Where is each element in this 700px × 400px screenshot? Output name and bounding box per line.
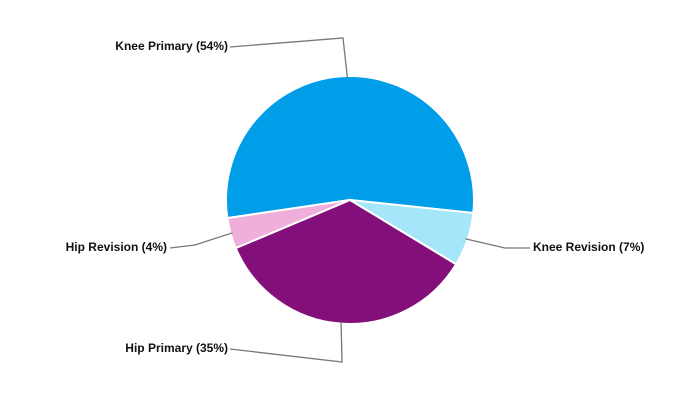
leader-line [169,232,233,249]
leader-line [229,321,343,363]
data-label: Hip Revision (4%) [66,240,167,254]
data-label: Hip Primary (35%) [125,341,228,355]
data-label: Knee Primary (54%) [115,39,228,53]
data-label: Knee Revision (7%) [533,240,644,254]
pie-slice [225,75,475,220]
leader-line [465,238,530,249]
leader-line [229,37,349,79]
